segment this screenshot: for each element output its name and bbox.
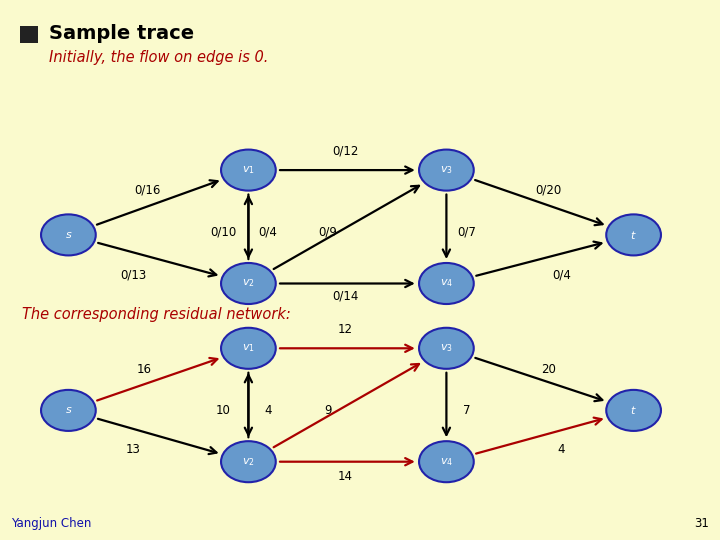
- Text: $s$: $s$: [65, 230, 72, 240]
- Text: 4: 4: [558, 443, 565, 456]
- Bar: [20, 26, 38, 43]
- Text: 0/20: 0/20: [536, 184, 562, 197]
- Text: 0/13: 0/13: [120, 269, 146, 282]
- Text: Sample trace: Sample trace: [49, 24, 194, 43]
- Text: $v_2$: $v_2$: [242, 278, 255, 289]
- Text: The corresponding residual network:: The corresponding residual network:: [22, 307, 290, 322]
- Text: 0/9: 0/9: [318, 226, 337, 239]
- Text: 4: 4: [264, 404, 271, 417]
- Text: 14: 14: [338, 470, 353, 483]
- Text: 9: 9: [324, 404, 331, 417]
- Text: Yangjun Chen: Yangjun Chen: [11, 517, 91, 530]
- Text: 12: 12: [338, 323, 353, 336]
- Text: $v_4$: $v_4$: [440, 278, 453, 289]
- Circle shape: [419, 441, 474, 482]
- Text: $s$: $s$: [65, 406, 72, 415]
- Text: 20: 20: [541, 363, 556, 376]
- Text: $v_3$: $v_3$: [440, 164, 453, 176]
- Text: 0/12: 0/12: [333, 145, 359, 158]
- Circle shape: [41, 390, 96, 431]
- Circle shape: [221, 441, 276, 482]
- Text: 0/16: 0/16: [135, 184, 161, 197]
- Text: Initially, the flow on edge is 0.: Initially, the flow on edge is 0.: [49, 50, 269, 65]
- Circle shape: [419, 150, 474, 191]
- Text: $v_2$: $v_2$: [242, 456, 255, 468]
- Text: 0/7: 0/7: [457, 226, 476, 239]
- Circle shape: [221, 150, 276, 191]
- Text: 0/10: 0/10: [210, 226, 236, 239]
- Text: 0/4: 0/4: [552, 269, 571, 282]
- Text: $v_1$: $v_1$: [242, 342, 255, 354]
- Text: 31: 31: [694, 517, 709, 530]
- Circle shape: [221, 263, 276, 304]
- Circle shape: [419, 328, 474, 369]
- Text: 0/4: 0/4: [258, 226, 277, 239]
- Circle shape: [221, 328, 276, 369]
- Text: 10: 10: [216, 404, 230, 417]
- Text: $t$: $t$: [630, 404, 637, 416]
- Circle shape: [606, 214, 661, 255]
- Text: $v_4$: $v_4$: [440, 456, 453, 468]
- Text: 7: 7: [463, 404, 470, 417]
- Circle shape: [606, 390, 661, 431]
- Text: $t$: $t$: [630, 229, 637, 241]
- Text: 0/14: 0/14: [333, 289, 359, 302]
- Text: 16: 16: [137, 363, 151, 376]
- Circle shape: [41, 214, 96, 255]
- Circle shape: [419, 263, 474, 304]
- Text: 13: 13: [126, 443, 140, 456]
- Text: $v_1$: $v_1$: [242, 164, 255, 176]
- Text: $v_3$: $v_3$: [440, 342, 453, 354]
